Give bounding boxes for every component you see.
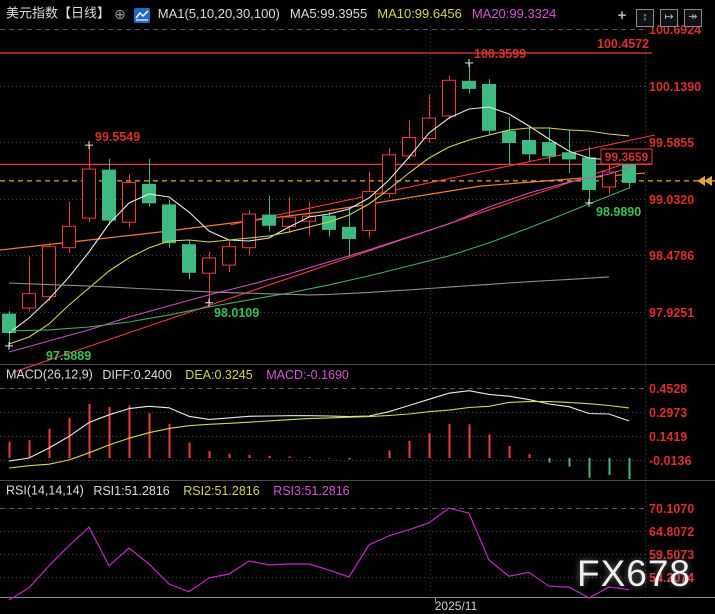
candle-body xyxy=(82,168,96,219)
axis-label: 99.0320 xyxy=(649,193,694,207)
ma-lines xyxy=(8,106,630,353)
price-annotation-label: 98.0109 xyxy=(214,306,259,320)
candles xyxy=(2,62,636,346)
price-annotation-label: 100.3599 xyxy=(474,47,526,61)
candle-body xyxy=(262,214,276,226)
support-trendline-2[interactable] xyxy=(229,134,656,226)
fx678-watermark: FX678 xyxy=(577,553,692,594)
rsi3-value: RSI3:51.2816 xyxy=(273,483,350,498)
macd-value: MACD:-0.1690 xyxy=(266,367,349,382)
candle-body xyxy=(102,169,116,221)
axis-label: 64.8072 xyxy=(649,525,694,539)
support-trendline-1[interactable] xyxy=(13,154,651,373)
orange-trendline[interactable] xyxy=(0,172,646,251)
chart-toolbar: + ↕ ↦ ↠ xyxy=(608,7,702,27)
candle-body xyxy=(62,225,76,249)
axis-label: 99.5855 xyxy=(649,136,694,150)
ma5-line xyxy=(8,106,630,334)
axis-label: 0.1419 xyxy=(649,430,687,444)
axis-label: 70.1070 xyxy=(649,502,694,516)
candle-body xyxy=(182,244,196,273)
ma20-line xyxy=(8,167,630,353)
price-annotation-label: 99.5549 xyxy=(95,130,140,144)
candle-body xyxy=(42,246,56,298)
ma10-value: MA10:99.6456 xyxy=(377,5,462,21)
candle-body xyxy=(322,215,336,230)
pan-chart-icon[interactable]: ↦ xyxy=(660,9,678,27)
candle-body xyxy=(382,154,396,195)
rsi-name: RSI(14,14,14) xyxy=(6,483,84,498)
ma20-value: MA20:99.3324 xyxy=(471,5,557,21)
crosshair-icon[interactable]: + xyxy=(617,7,627,24)
macd-dea-line xyxy=(8,401,630,469)
ma100-line xyxy=(8,276,610,296)
ma5-value: MA5:99.3955 xyxy=(289,5,368,21)
candle-body xyxy=(122,181,136,223)
candle-body xyxy=(522,140,536,155)
price-axis: 100.6924100.139099.585599.032098.478697.… xyxy=(0,23,701,320)
candle-body xyxy=(502,130,516,144)
candle-body xyxy=(462,80,476,89)
circle-plus-icon[interactable]: ⊕ xyxy=(114,5,126,22)
axis-label: 98.4786 xyxy=(649,249,694,263)
axis-label: 97.9251 xyxy=(649,306,694,320)
candle-body xyxy=(582,157,596,191)
zoom-vertical-icon[interactable]: ↕ xyxy=(636,9,654,27)
step-forward-icon[interactable]: ↠ xyxy=(684,9,702,27)
macd-header: MACD(26,12,9) DIFF:0.2400 DEA:0.3245 MAC… xyxy=(6,367,349,382)
chart-title-bar: 美元指数【日线】 ⊕ MA1(5,10,20,30,100) MA5:99.3955 M… xyxy=(6,0,556,26)
rsi-axis: 70.1070 64.8072 59.5073 54.2074 xyxy=(0,502,694,585)
ma-settings-label: MA1(5,10,20,30,100) xyxy=(157,5,280,21)
rsi-header: RSI(14,14,14) RSI1:51.2816 RSI2:51.2816 … xyxy=(6,483,350,498)
candle-body xyxy=(542,142,556,157)
axis-label: 0.4528 xyxy=(649,382,687,396)
candle-body xyxy=(22,293,36,309)
ma30-line xyxy=(8,187,630,332)
macd-name: MACD(26,12,9) xyxy=(6,367,93,382)
candle-body xyxy=(222,246,236,266)
ma10-line xyxy=(8,127,630,345)
candle-body xyxy=(442,79,456,117)
rsi1-value: RSI1:51.2816 xyxy=(93,483,170,498)
macd-diff-line xyxy=(8,390,630,462)
panel-separators xyxy=(0,364,715,602)
macd-axis: 0.4528 0.2973 0.1419 -0.0136 xyxy=(0,382,691,468)
candle-body xyxy=(402,137,416,157)
hline-price-label: 100.4572 xyxy=(597,37,649,51)
candlestick-chart-icon[interactable] xyxy=(133,6,150,24)
axis-label: 0.2973 xyxy=(649,406,687,420)
candle-body xyxy=(602,171,616,188)
axis-label: 59.5073 xyxy=(649,548,694,562)
macd-dea-value: DEA:0.3245 xyxy=(185,367,253,382)
candle-body xyxy=(242,213,256,249)
rsi-panel xyxy=(8,507,630,601)
candle-body xyxy=(302,215,316,222)
alert-line-marker[interactable] xyxy=(697,175,705,186)
alert-line-marker[interactable] xyxy=(704,175,712,186)
macd-panel xyxy=(8,390,631,479)
last-price-tag[interactable] xyxy=(600,148,653,165)
candle-body xyxy=(342,226,356,240)
candle-body xyxy=(282,216,296,227)
price-annotation-label: 98.9890 xyxy=(596,205,641,219)
last-price-tag-text: 99.3659 xyxy=(605,150,649,164)
axis-label: -0.0136 xyxy=(649,454,691,468)
candle-body xyxy=(422,117,436,139)
candle-body xyxy=(162,204,176,244)
rsi-line xyxy=(8,507,630,601)
page-title: 美元指数【日线】 xyxy=(6,5,111,21)
rsi2-value: RSI2:51.2816 xyxy=(183,483,260,498)
macd-diff-value: DIFF:0.2400 xyxy=(102,367,172,382)
x-axis-date-label: 2025/11 xyxy=(434,599,478,613)
candle-body xyxy=(562,152,576,160)
price-annotations: 99.5549 100.3599 97.5889 98.0109 98.9890 100.… xyxy=(5,37,712,363)
axis-label: 100.1390 xyxy=(649,80,701,94)
candle-body xyxy=(202,257,216,274)
price-annotation-label: 97.5889 xyxy=(46,349,91,363)
axis-label: 54.2074 xyxy=(649,571,694,585)
